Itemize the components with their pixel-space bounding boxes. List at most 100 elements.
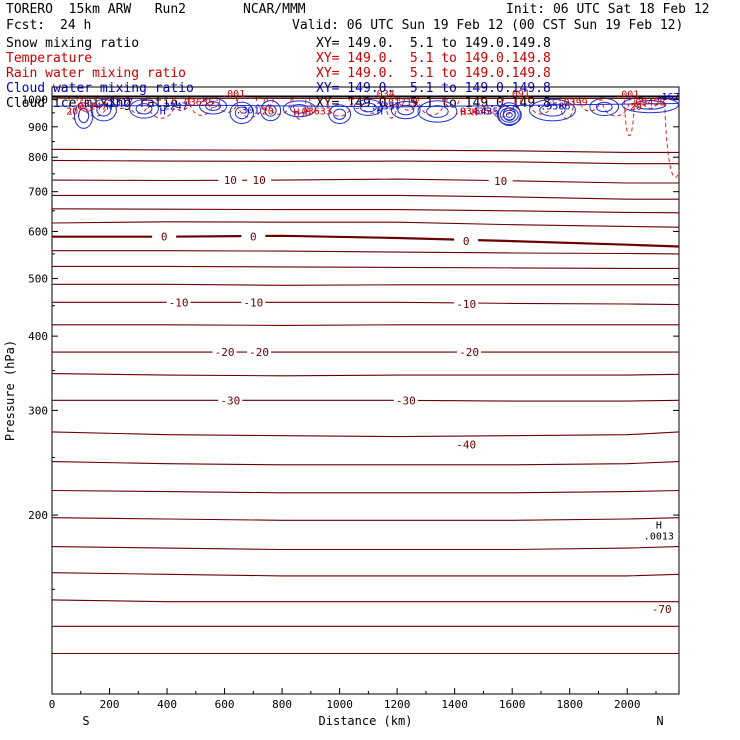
rain-contour: [235, 97, 265, 118]
cloud-contour: [234, 106, 249, 120]
y-tick-label: 800: [28, 151, 48, 164]
rain-contour: [485, 97, 516, 118]
h-marker: H: [293, 108, 299, 119]
rain-contour: [502, 97, 522, 110]
legend-label: Cloud water mixing ratio: [6, 81, 194, 96]
x-tick-label: 200: [100, 698, 120, 711]
isotherm-line: [52, 194, 679, 200]
isotherm-line: [51, 431, 680, 438]
rain-value-label: .0399: [558, 97, 588, 108]
rain-contour: [641, 96, 660, 109]
cloud-contour: [497, 102, 521, 127]
legend-xy-range: XY= 149.0. 5.1 to 149.0.149.8: [316, 66, 551, 81]
cloud-contour: [390, 101, 421, 120]
rain-value-label: .03435: [454, 107, 490, 118]
y-tick-label: 300: [28, 404, 48, 417]
cloud-contour: [397, 104, 415, 116]
forecast-label: Fcst:: [6, 18, 46, 33]
cloud-contour: [205, 101, 221, 111]
cloud-contour: [135, 103, 153, 115]
rain-value-label: .091: [506, 89, 530, 100]
isotherm-line: [51, 148, 679, 153]
y-tick-label: 900: [28, 121, 48, 134]
cloud-value-label: H: [377, 107, 383, 118]
rain-contour: [623, 99, 635, 136]
h-marker: H: [472, 108, 478, 119]
legend-label: Snow mixing ratio: [6, 36, 140, 51]
cloud-contour: [229, 101, 255, 125]
rain-contour: [480, 97, 504, 113]
x-tick-label: 400: [157, 698, 177, 711]
x-tick-label: 1400: [441, 698, 468, 711]
cloud-contour: [589, 97, 620, 117]
rain-contour: [81, 97, 109, 117]
rain-contour: [205, 97, 221, 109]
rain-contour: [126, 97, 150, 114]
isotherm-line: [51, 159, 679, 165]
cloud-value-label: .3317: [103, 97, 133, 108]
cloud-value-label: .5586: [540, 101, 570, 112]
cloud-contour: [333, 108, 347, 120]
rain-contour: [664, 102, 680, 178]
rain-contour: [443, 96, 460, 108]
cloud-contour: [359, 102, 377, 113]
rain-value-label: 20: [262, 107, 274, 118]
temperature-label-bg: [393, 394, 418, 407]
temperature-label: 10: [224, 174, 237, 187]
rain-value-label: .001: [615, 90, 639, 101]
isotherm-line: [51, 221, 680, 228]
cloud-contour: [417, 100, 458, 123]
isotherm-line: [51, 489, 680, 494]
cloud-contour: [78, 108, 90, 124]
y-tick-label: 700: [28, 186, 48, 199]
rain-contour: [113, 97, 130, 110]
south-label: S: [82, 714, 89, 728]
rain-contour: [384, 97, 398, 119]
isotherm-line: [52, 250, 680, 255]
temperature-label: -10: [456, 298, 476, 311]
temperature-label: 0: [463, 235, 470, 248]
cloud-value-label: .5435: [468, 107, 498, 118]
temperature-label: 0: [250, 231, 257, 244]
temperature-label: 10: [494, 175, 507, 188]
temperature-label: -20: [249, 346, 269, 359]
temperature-label-bg: [649, 602, 674, 615]
cloud-value-label: .2337: [371, 101, 401, 112]
h-marker: H: [656, 520, 662, 531]
cloud-contour: [539, 103, 566, 117]
x-tick-label: 600: [215, 698, 235, 711]
cloud-value-label: .167: [655, 92, 679, 103]
temperature-label-bg: [247, 174, 272, 187]
y-tick-label: 1000: [22, 94, 49, 107]
rain-value-label: .09458: [629, 97, 665, 108]
y-tick-label: 500: [28, 273, 48, 286]
cloud-value-label: .301: [236, 105, 260, 116]
temperature-label: 0: [161, 231, 168, 244]
isotherm-line: [52, 399, 680, 402]
rain-value-label: .03633: [296, 107, 332, 118]
cloud-contour: [90, 98, 117, 122]
temperature-label-bg: [241, 296, 266, 309]
cloud-value-label: H: [160, 107, 166, 118]
isotherm-line: [52, 234, 680, 248]
temperature-label-bg: [166, 296, 191, 309]
temperature-label: -30: [396, 394, 416, 407]
rain-contour: [266, 97, 292, 115]
rain-contour: [398, 97, 419, 111]
rain-value-label: .001: [221, 89, 245, 100]
cloud-contour: [51, 102, 680, 108]
rain-contour: [359, 97, 384, 114]
north-label: N: [656, 714, 663, 728]
isotherm-line: [51, 373, 680, 377]
isotherm-line: [51, 208, 680, 214]
cloud-contour: [595, 101, 613, 113]
rain-contour: [527, 97, 554, 115]
temperature-label-bg: [218, 174, 243, 187]
h-marker-value: .0013: [644, 531, 674, 542]
cloud-contour: [634, 99, 667, 110]
temperature-label: -70: [652, 603, 672, 616]
rain-contour: [418, 97, 446, 116]
rain-contour: [188, 97, 215, 116]
isotherm-line: [51, 572, 680, 577]
